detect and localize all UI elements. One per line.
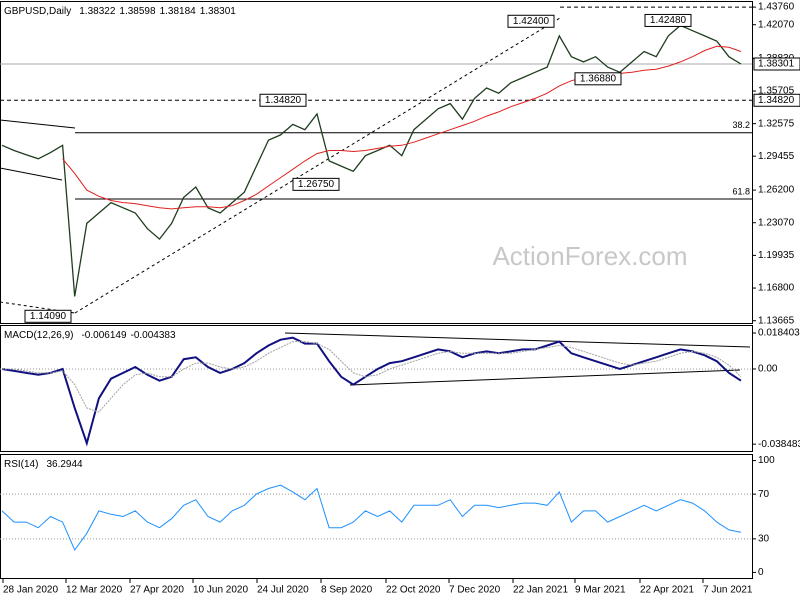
y-tick-label: 1.23070 — [758, 217, 795, 228]
fib-label: 38.2 — [732, 120, 750, 130]
trend-line — [74, 17, 561, 314]
x-tick-label: 9 Mar 2021 — [575, 585, 626, 596]
x-tick-label: 8 Sep 2020 — [321, 585, 373, 596]
title: RSI(14) — [4, 459, 38, 470]
price-panel — [0, 1, 753, 324]
current-price-label: 1.38301 — [758, 59, 795, 70]
y-tick-label: 30 — [758, 534, 770, 545]
y-tick-label: 0 — [758, 567, 764, 578]
macd-line — [1, 336, 742, 447]
price-annotation: 1.14090 — [30, 311, 67, 322]
price-annotation: 1.34820 — [265, 95, 302, 106]
x-tick-label: 7 Jun 2021 — [703, 585, 753, 596]
trend-line — [0, 301, 76, 314]
y-tick-label: 0.00 — [758, 364, 778, 375]
price-line — [62, 45, 742, 210]
y-tick-label: 1.35705 — [758, 86, 795, 97]
title-value: 1.38184 — [160, 6, 197, 17]
fib-label: 61.8 — [732, 186, 750, 196]
channel-line — [0, 119, 76, 129]
x-tick-label: 22 Jan 2021 — [513, 585, 568, 596]
price-annotation-box — [507, 14, 555, 28]
y-tick-label: 0.018403 — [758, 328, 800, 339]
price-annotation: 1.36880 — [580, 73, 617, 84]
macd-line — [2, 341, 742, 413]
y-tick-label: 1.43760 — [758, 2, 795, 13]
panel-title: GBPUSD,Daily 1.38322 1.38598 1.38184 1.38301 — [4, 6, 236, 17]
rsi-panel — [0, 454, 753, 579]
x-tick-label: 22 Oct 2020 — [386, 585, 441, 596]
title: GBPUSD,Daily — [4, 6, 71, 17]
y-tick-label: 1.29455 — [758, 151, 795, 162]
price-annotation: 1.26750 — [298, 179, 335, 190]
x-tick-label: 12 Mar 2020 — [66, 585, 123, 596]
price-annotation: 1.42480 — [650, 15, 687, 26]
price-annotation-box — [574, 72, 622, 86]
y-tick-label: -0.038483 — [758, 439, 800, 450]
y-tick-label: 1.19935 — [758, 250, 795, 261]
price-annotation: 1.42400 — [513, 16, 550, 27]
title-value: 1.38301 — [200, 6, 237, 17]
x-tick-label: 27 Apr 2020 — [130, 585, 184, 596]
x-tick-label: 7 Dec 2020 — [449, 585, 501, 596]
watermark: ActionForex.com — [492, 241, 687, 271]
macd-trend-line — [349, 369, 741, 386]
title-value: 1.38322 — [79, 6, 116, 17]
x-tick-label: 22 Apr 2021 — [640, 585, 694, 596]
x-tick-label: 10 Jun 2020 — [193, 585, 248, 596]
title-value: 1.38598 — [119, 6, 156, 17]
title-value: -0.004383 — [131, 330, 176, 341]
price-annotation-box — [644, 13, 692, 27]
price-annotation-box — [24, 309, 72, 323]
y-tick-label: 1.42070 — [758, 19, 795, 30]
title: MACD(12,26,9) — [4, 330, 73, 341]
x-tick-label: 24 Jul 2020 — [257, 585, 309, 596]
panel-title: RSI(14) 36.2944 — [4, 459, 83, 470]
macd-trend-line — [284, 332, 751, 348]
panel-title: MACD(12,26,9) -0.006149 -0.004383 — [4, 330, 176, 341]
price-annotation-box — [292, 177, 340, 191]
channel-line — [0, 167, 63, 181]
y-tick-label: 100 — [758, 455, 775, 466]
rsi-line — [1, 484, 742, 552]
x-tick-label: 28 Jan 2020 — [3, 585, 58, 596]
title-value: -0.006149 — [81, 330, 126, 341]
current-price-tag — [753, 57, 800, 71]
level-label: 1.34820 — [758, 95, 795, 106]
y-tick-label: 1.16800 — [758, 283, 795, 294]
y-tick-label: 70 — [758, 489, 770, 500]
title-value: 36.2944 — [46, 459, 83, 470]
level-tag — [753, 93, 800, 107]
macd-panel — [0, 325, 753, 452]
price-annotation-box — [259, 93, 307, 107]
price-line — [1, 24, 742, 297]
y-tick-label: 1.13665 — [758, 315, 795, 326]
y-tick-label: 1.26200 — [758, 185, 795, 196]
y-tick-label: 1.32575 — [758, 118, 795, 129]
